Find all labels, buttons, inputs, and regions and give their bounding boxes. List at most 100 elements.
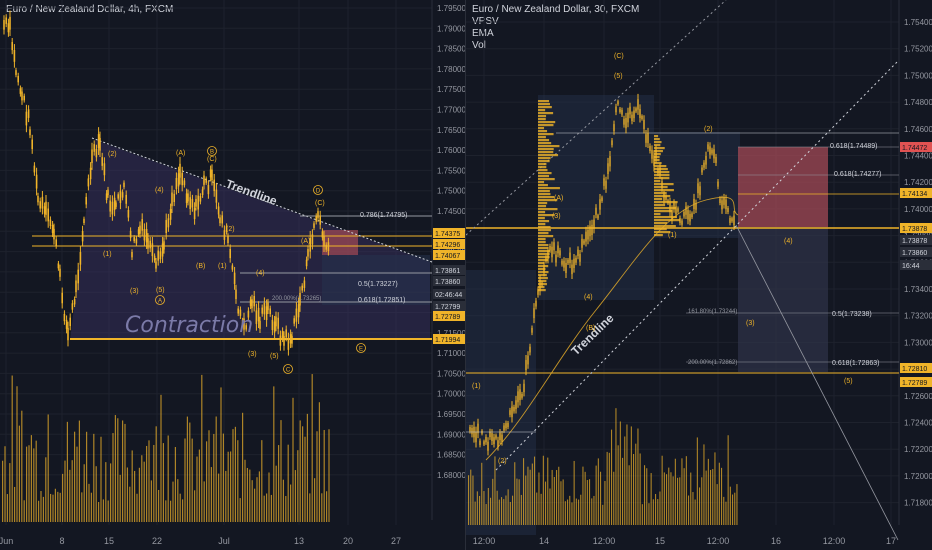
candle-body [733,215,735,226]
volume-bar [714,452,716,525]
candle-body [97,134,100,149]
volume-profile-bar [538,289,546,292]
volume-bar [2,460,4,522]
candle-body [101,157,103,166]
right-chart-pane[interactable]: Euro / New Zealand Dollar, 30, FXCM VPSV… [466,0,932,550]
volume-bar [16,386,18,522]
price-tag: 1.73860 [902,250,927,257]
fib-label: 200.00%(1.73265) [272,296,321,302]
candle-body [165,220,167,234]
volume-profile-bar [538,127,545,130]
candle-body [27,109,30,118]
candle-body [591,224,593,235]
candle-body [103,163,106,176]
volume-profile-bar [654,180,661,183]
candle-body [113,197,116,211]
candle-body [259,320,261,329]
candle-body [289,334,292,344]
volume-profile-bar [654,222,668,225]
volume-bar [153,444,155,522]
wave-label: (3) [248,351,257,358]
candle-body [51,225,54,234]
target-zone-blue [322,255,430,305]
volume-bar [177,479,179,522]
volume-bar [35,440,37,522]
y-tick-label: 1.76000 [437,146,465,155]
candle-body [609,156,611,167]
volume-bar [562,479,564,525]
volume-profile-bar [538,196,555,199]
volume-bar [170,500,172,522]
volume-bar [93,433,95,522]
volume-bar [472,475,474,525]
right-chart-svg[interactable]: 1.75400 1.75200 1.75000 1.74800 1.74600 1.744… [466,0,932,550]
candle-body [235,289,237,300]
volume-profile-bar [538,208,558,211]
volume-bar [261,440,263,522]
candle-body [667,200,669,204]
left-chart-title: Euro / New Zealand Dollar, 4h, FXCM [6,4,174,15]
candle-body [147,238,149,249]
volume-bar [540,493,542,525]
fib-label: 0.618(1.74489) [830,143,877,150]
candle-body [91,149,93,164]
volume-profile-box [466,270,536,535]
candle-body [229,249,231,259]
volume-profile-bar [654,162,662,165]
volume-bar [556,470,558,525]
volume-profile-bar [654,138,660,141]
volume-bar [201,374,203,522]
candle-body [35,174,38,189]
candle-body [727,207,729,213]
price-tag-bg [433,334,465,344]
volume-bar [470,469,472,525]
candle-body [65,319,68,329]
volume-profile-bar [654,156,660,159]
volume-profile-bar [538,145,560,148]
wave-label: (3) [130,288,139,295]
candle-body [513,406,515,412]
candle-body [39,201,41,209]
volume-profile-bar [538,163,547,166]
candle-body [575,257,577,263]
left-chart-svg[interactable]: 1.79500 1.79000 1.78500 1.78000 1.77500 1.770… [0,0,465,550]
candle-body [661,180,663,189]
y-tick-label: 1.74800 [904,98,932,107]
price-tag-bg [900,235,932,245]
volume-bar [503,499,505,525]
volume-bar [311,374,313,522]
candle-body [597,215,599,219]
candle-body [47,208,49,222]
volume-bar [650,473,652,525]
candle-body [619,108,621,113]
volume-bar [648,503,650,525]
candle-body [237,308,239,314]
candle-body [203,175,205,185]
volume-bar [323,430,325,522]
candle-body [703,162,705,168]
left-chart-pane[interactable]: Euro / New Zealand Dollar, 4h, FXCM 1.79… [0,0,466,550]
wave-circle [356,343,366,353]
volume-profile-bar [654,174,670,177]
candle-body [133,237,135,242]
volume-bar [182,499,184,522]
candle-body [617,101,619,105]
wave-label: (C) [315,200,325,207]
volume-bar [529,469,531,525]
volume-bar [95,466,97,522]
candle-body [277,317,279,329]
candle-body [127,209,130,218]
volume-bar [220,387,222,522]
volume-bar [591,498,593,525]
x-tick-label: 8 [59,536,64,546]
volume-bar [114,415,116,522]
volume-bar [560,481,562,525]
price-tag-bg [900,188,932,198]
volume-bar [50,493,52,522]
candle-body [251,299,253,309]
candle-body [201,189,204,196]
volume-profile-bar [538,262,545,265]
volume-bar [575,498,577,525]
volume-bar [246,467,248,522]
price-tag: 1.72789 [902,380,927,387]
